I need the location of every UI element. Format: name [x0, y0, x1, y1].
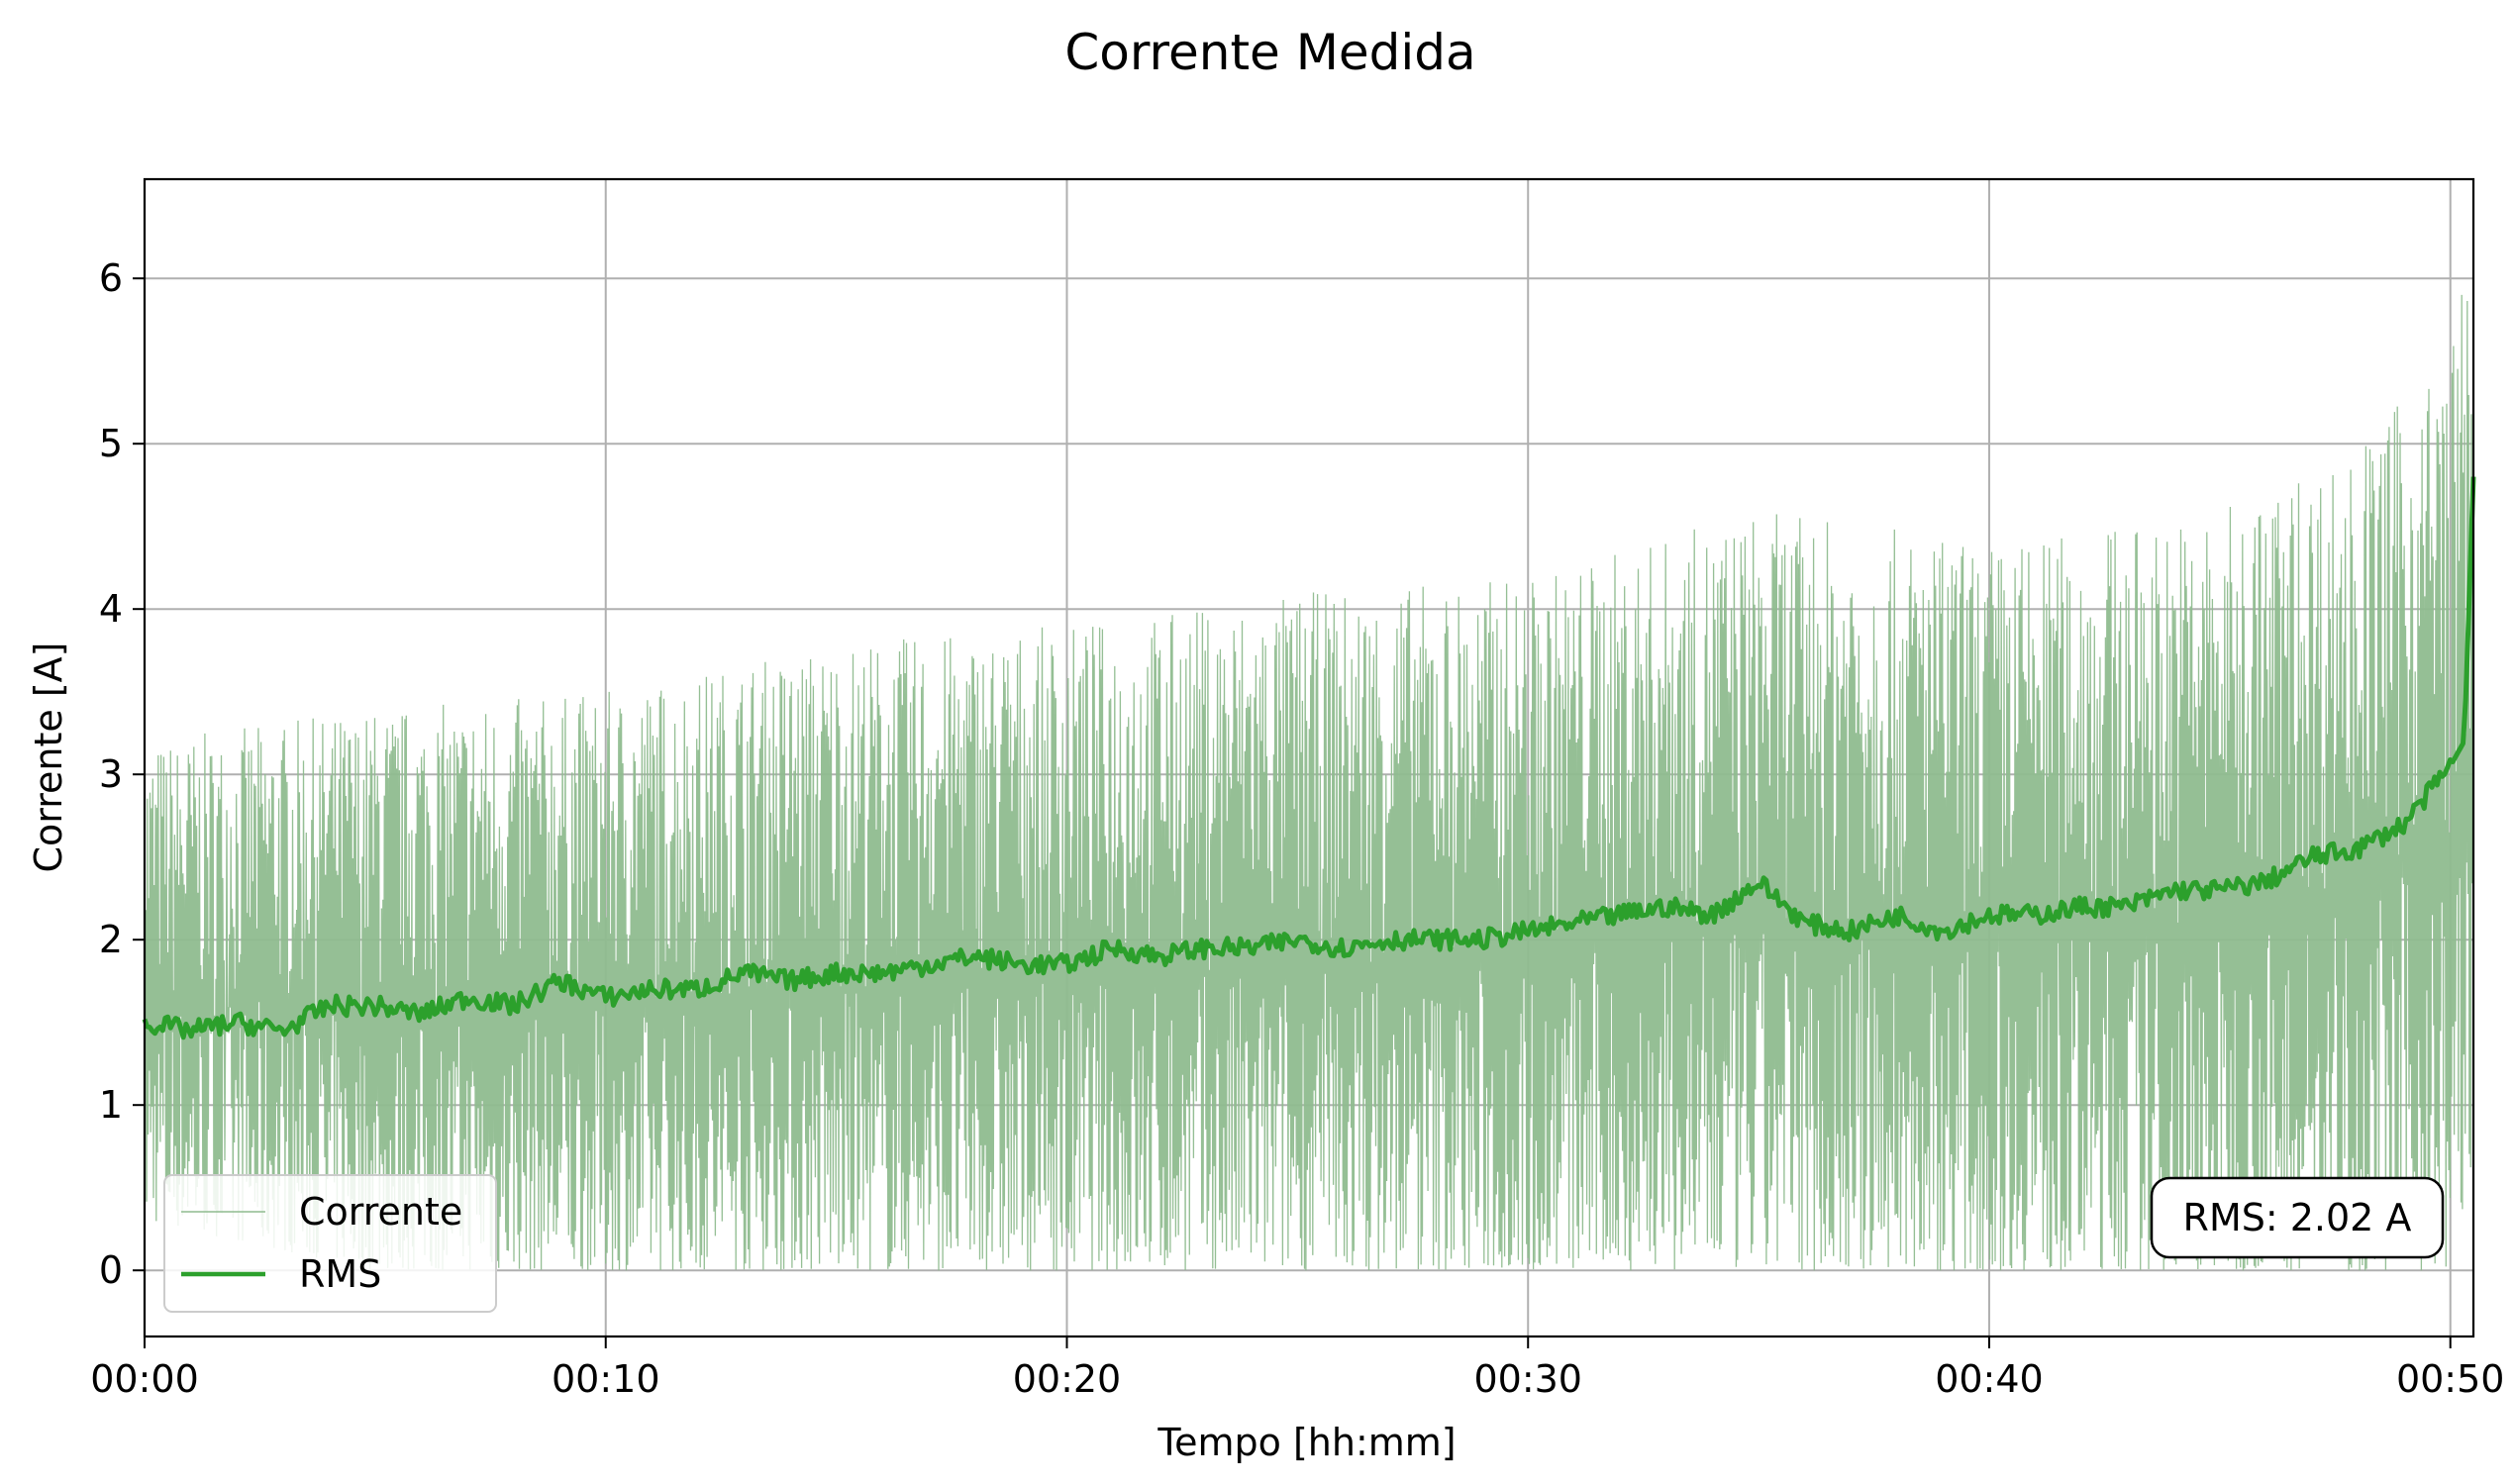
rms-annotation-text: RMS: 2.02 A — [2183, 1196, 2412, 1239]
x-tick-label: 00:10 — [552, 1357, 660, 1401]
x-tick-label: 00:30 — [1473, 1357, 1582, 1401]
y-tick-label: 6 — [99, 256, 123, 300]
y-tick-label: 5 — [99, 422, 123, 465]
y-tick-label: 1 — [99, 1083, 123, 1127]
x-tick-label: 00:00 — [90, 1357, 199, 1401]
legend: Corrente RMS — [163, 1174, 497, 1313]
series-line-corrente — [144, 294, 2474, 1271]
chart-title: Corrente Medida — [1064, 24, 1475, 81]
x-tick-label: 00:40 — [1935, 1357, 2044, 1401]
rms-annotation: RMS: 2.02 A — [2150, 1176, 2445, 1259]
series-layer — [142, 294, 2476, 1271]
x-tick-label: 00:20 — [1013, 1357, 1122, 1401]
legend-label-rms: RMS — [299, 1252, 381, 1296]
y-tick-label: 0 — [99, 1248, 123, 1292]
y-tick-label: 4 — [99, 587, 123, 631]
ticks: 00:00 00:10 00:20 00:30 00:40 00:50 0 1 2 3 4 5 6 — [90, 256, 2504, 1401]
plot-frame — [143, 177, 2475, 1338]
legend-box — [163, 1174, 497, 1313]
series-line-rms — [142, 476, 2476, 1040]
y-axis-label: Corrente [A] — [27, 643, 70, 873]
x-tick-label: 00:50 — [2396, 1357, 2505, 1401]
rms-annotation-box — [2150, 1176, 2445, 1259]
y-tick-label: 3 — [99, 752, 123, 796]
x-axis-label: Tempo [hh:mm] — [1157, 1421, 1456, 1464]
legend-label-corrente: Corrente — [299, 1190, 462, 1234]
y-tick-label: 2 — [99, 918, 123, 961]
